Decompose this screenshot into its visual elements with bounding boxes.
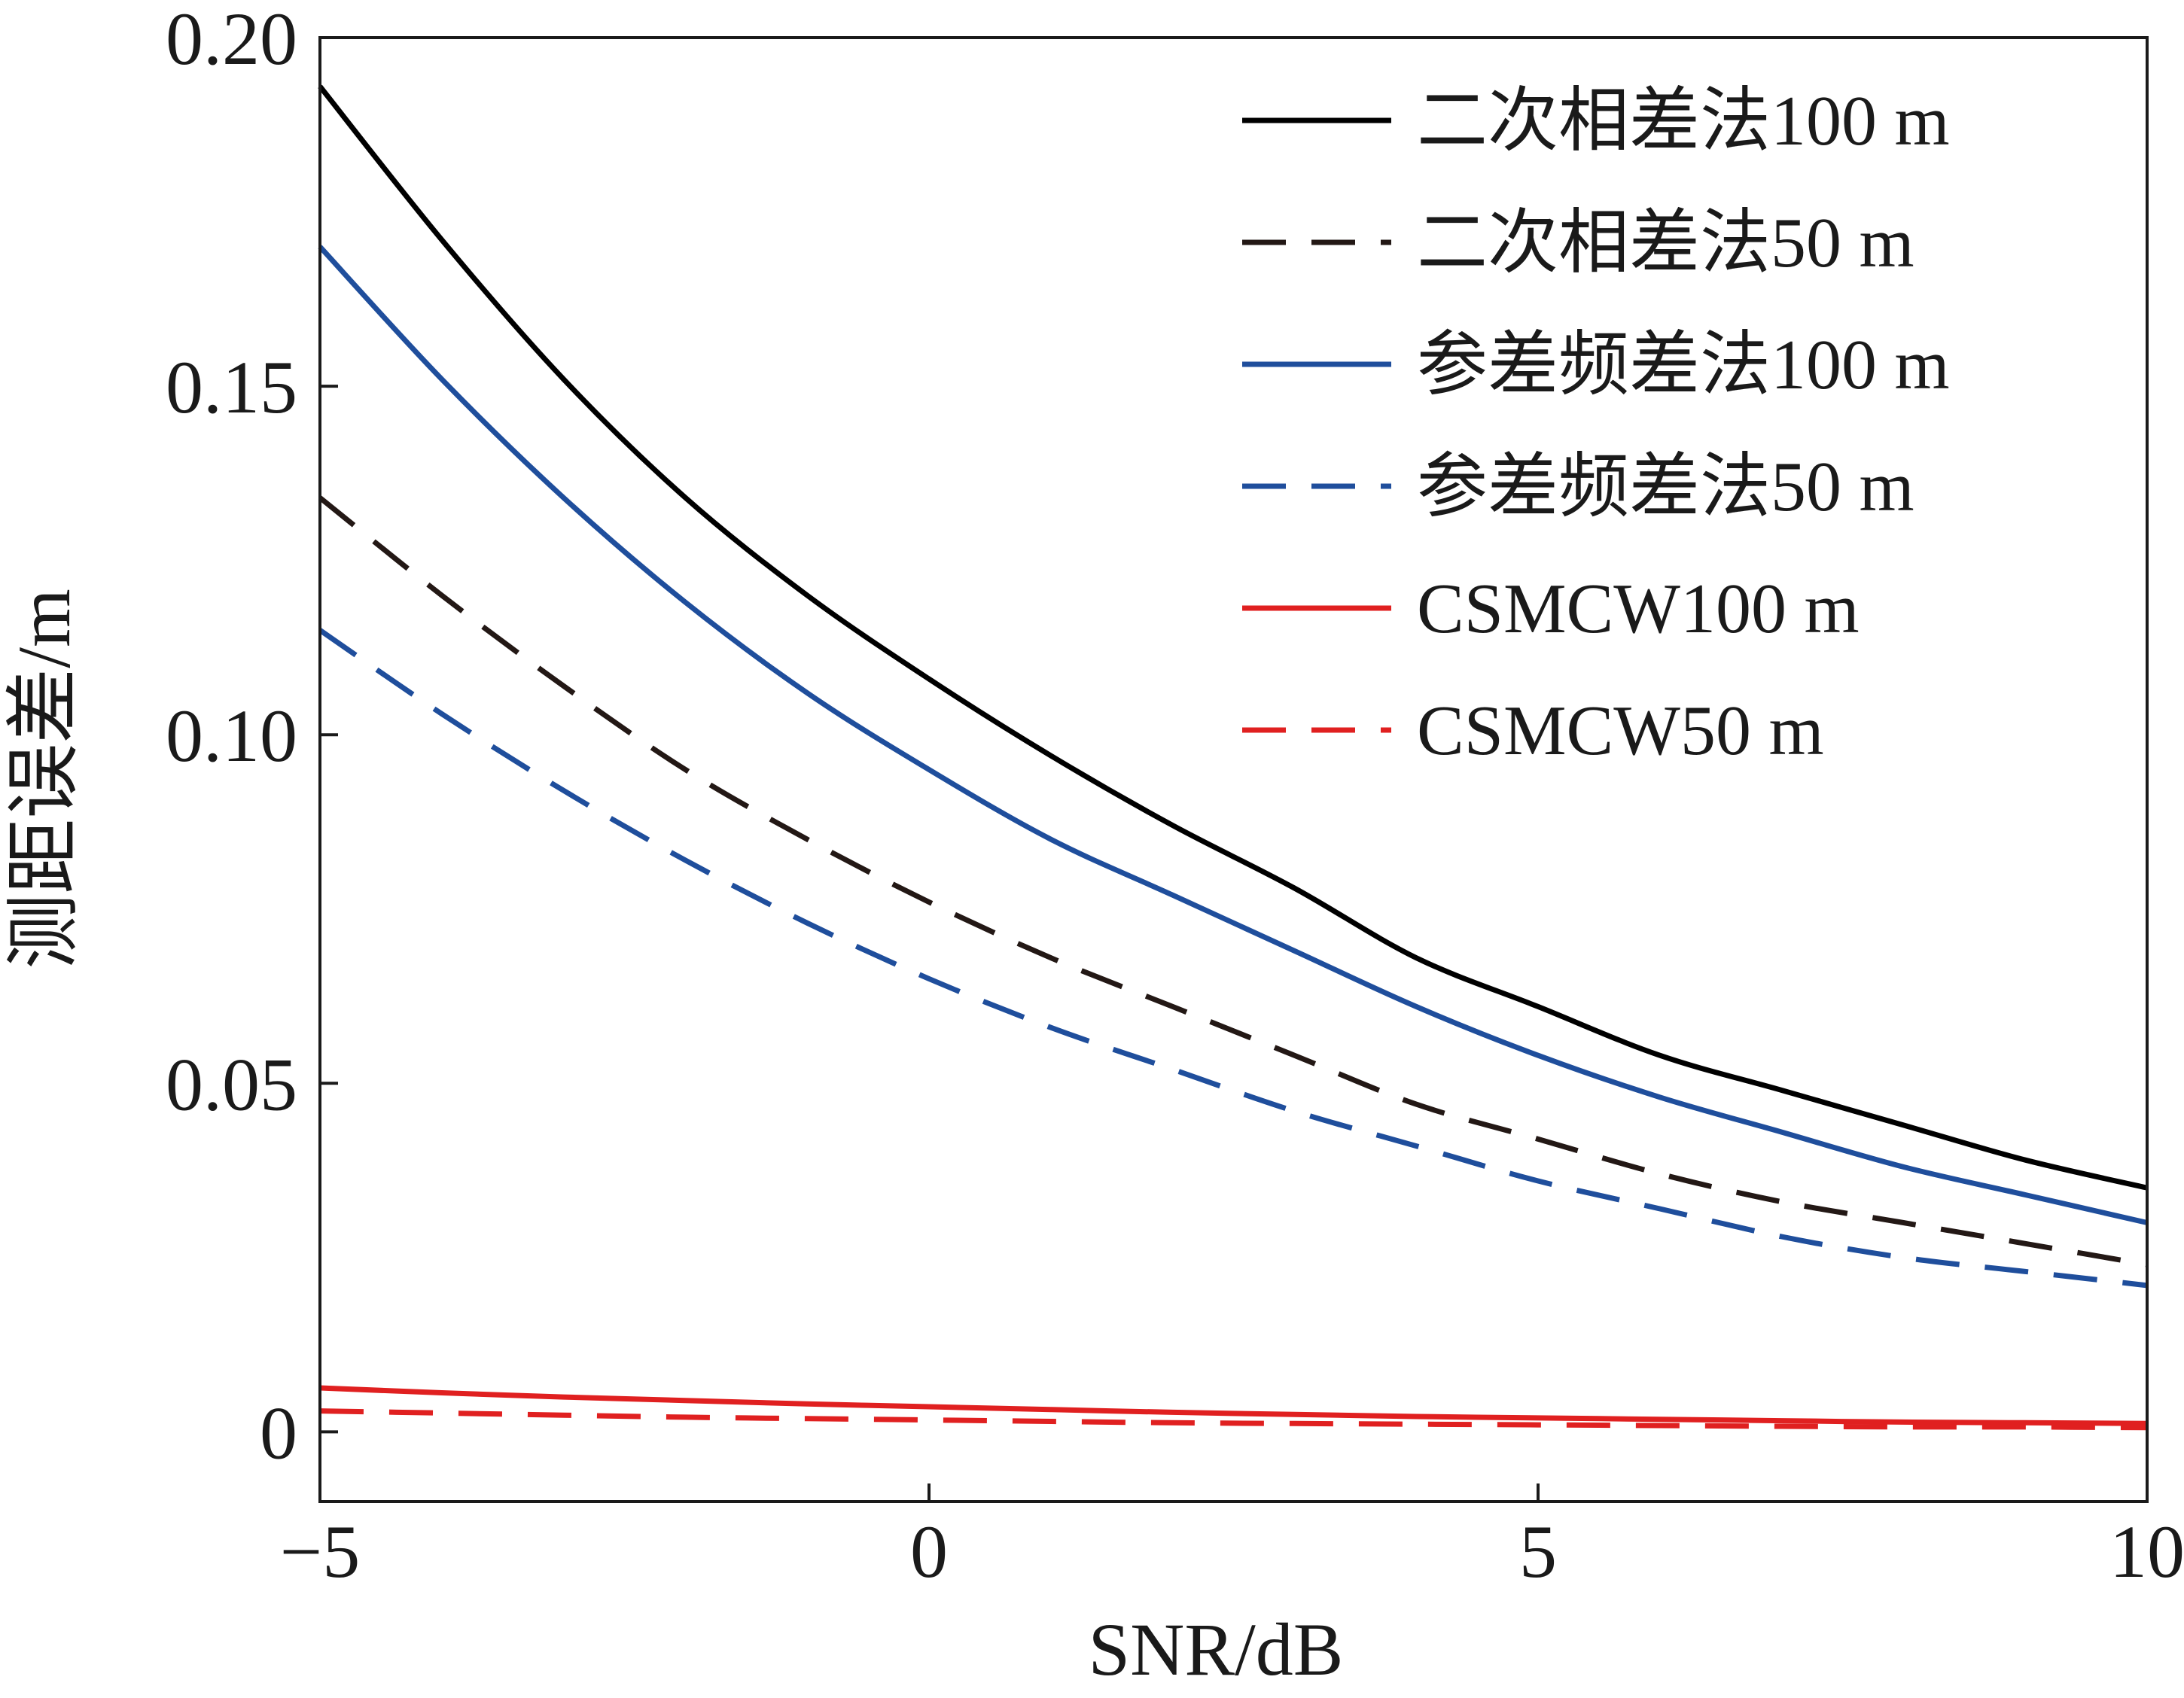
legend-label: 参差频差法100 m [1417,326,1950,404]
series-line-4 [318,628,2148,1289]
legend-label: CSMCW50 m [1417,692,1824,770]
series-line-6 [319,1408,2148,1431]
x-tick-label: 0 [910,1510,948,1593]
x-tick-label: 5 [1519,1510,1557,1593]
x-tick-label: 10 [2109,1510,2184,1593]
y-tick-label: 0.05 [166,1042,297,1126]
legend-label: CSMCW100 m [1417,570,1860,648]
y-axis-ticks: 0 0.05 0.10 0.15 0.20 [166,0,338,1474]
y-axis-title: 测距误差/m [2,589,86,969]
y-tick-label: 0.20 [166,0,297,81]
series-line-2 [318,495,2148,1267]
series-line-1 [318,84,2148,1191]
y-tick-label: 0.15 [166,345,297,429]
legend-label: 参差频差法50 m [1417,448,1914,526]
x-tick-label: −5 [280,1510,360,1593]
series-line-5 [319,1385,2148,1426]
x-axis-ticks: −5 0 5 10 [280,1483,2184,1593]
plot-area [318,84,2148,1431]
legend: 二次相差法100 m 二次相差法50 m 参差频差法100 m 参差频差法50 m CS… [1242,82,1950,770]
legend-label: 二次相差法50 m [1417,204,1914,282]
y-tick-label: 0.10 [166,694,297,777]
x-axis-title: SNR/dB [1088,1608,1343,1691]
y-tick-label: 0 [260,1391,297,1474]
legend-label: 二次相差法100 m [1417,82,1950,160]
plot-frame [318,36,2149,1503]
series-line-3 [318,245,2148,1225]
